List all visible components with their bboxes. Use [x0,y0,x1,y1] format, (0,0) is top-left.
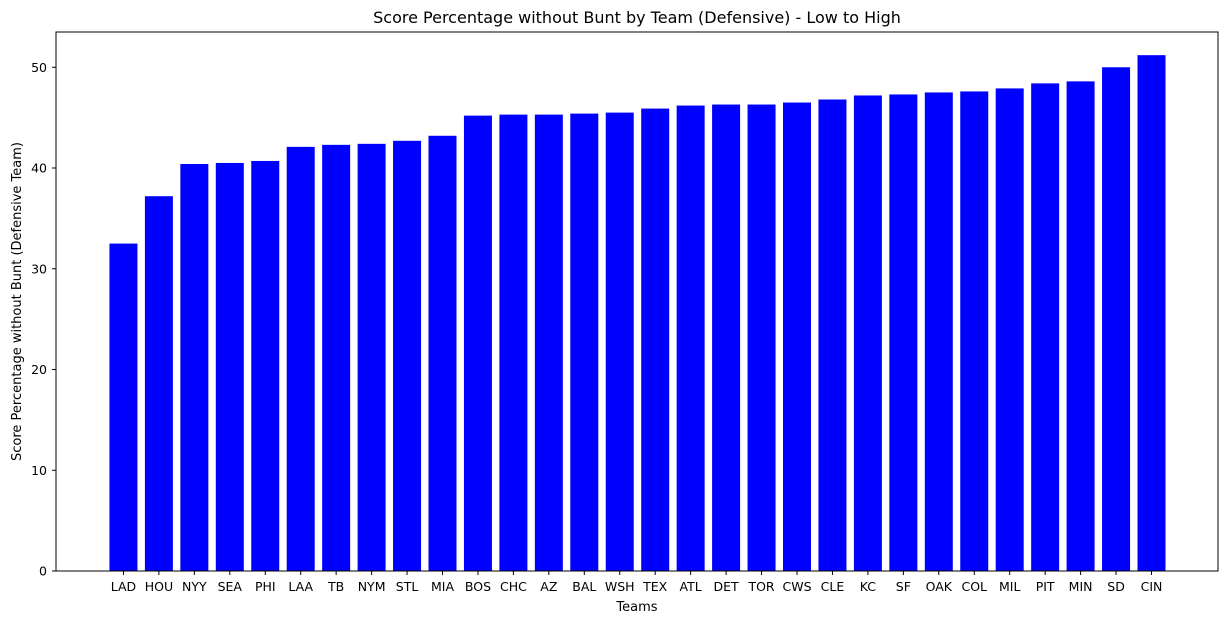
y-tick-label: 40 [31,161,47,176]
bars-group [109,55,1166,572]
y-axis-label: Score Percentage without Bunt (Defensive… [10,142,25,461]
x-tick-label: LAD [111,579,136,594]
x-tick-label: TB [327,579,344,594]
chart-title: Score Percentage without Bunt by Team (D… [373,8,901,27]
x-tick-label: TOR [747,579,774,594]
x-tick-label: LAA [288,579,313,594]
x-tick-label: SEA [218,579,243,594]
bar-kc [853,95,882,571]
bar-sd [1102,67,1131,571]
x-tick-label: NYY [182,579,207,594]
y-tick-label: 10 [31,463,47,478]
bar-cle [818,99,847,571]
bar-wsh [605,112,634,571]
bar-tex [641,108,670,571]
bar-bal [570,113,599,572]
y-tick-label: 30 [31,261,47,276]
bar-hou [144,196,173,571]
bar-phi [251,160,280,571]
x-tick-label: TEX [642,579,668,594]
bar-lad [109,243,138,571]
y-axis-ticks: 0 10 20 30 40 50 [31,60,56,579]
x-axis-label: Teams [615,600,657,615]
bar-sea [215,162,244,571]
x-tick-label: HOU [145,579,173,594]
x-tick-label: OAK [926,579,953,594]
x-tick-label: COL [961,579,987,594]
bar-nym [357,143,386,571]
bar-oak [924,92,953,571]
x-tick-label: CWS [782,579,811,594]
bar-mil [995,88,1024,572]
bar-pit [1031,83,1060,571]
x-tick-label: CIN [1141,579,1163,594]
bar-col [960,91,989,571]
bar-min [1066,81,1095,572]
x-tick-label: WSH [605,579,635,594]
x-tick-label: STL [396,579,419,594]
bar-tor [747,104,776,571]
x-tick-label: PIT [1036,579,1055,594]
bar-det [712,104,741,571]
y-tick-label: 0 [39,564,47,579]
x-tick-label: DET [714,579,740,594]
x-axis-ticks: LAD HOU NYY SEA PHI LAA TB NYM STL MIA BOS CHC AZ BAL… [111,571,1163,594]
x-tick-label: AZ [540,579,557,594]
bar-stl [393,140,422,571]
x-tick-label: SF [896,579,911,594]
x-tick-label: PHI [255,579,276,594]
x-tick-label: SD [1107,579,1125,594]
bar-sf [889,94,918,572]
x-tick-label: ATL [680,579,702,594]
bar-chc [499,114,528,572]
bar-atl [676,105,705,572]
x-tick-label: CHC [500,579,527,594]
bar-az [534,114,563,572]
x-tick-label: BAL [572,579,596,594]
bar-nyy [180,163,209,572]
x-tick-label: NYM [358,579,386,594]
bar-cin [1137,55,1166,572]
x-tick-label: KC [860,579,877,594]
x-tick-label: MIA [431,579,454,594]
bar-laa [286,146,315,571]
x-tick-label: MIN [1069,579,1093,594]
x-tick-label: BOS [465,579,491,594]
x-tick-label: MIL [999,579,1020,594]
y-tick-label: 20 [31,362,47,377]
x-tick-label: CLE [821,579,845,594]
plot-frame [55,31,1219,572]
bar-cws [783,102,811,572]
bar-mia [428,135,457,571]
y-tick-label: 50 [31,60,47,75]
bar-bos [463,115,492,572]
bar-tb [322,144,351,571]
